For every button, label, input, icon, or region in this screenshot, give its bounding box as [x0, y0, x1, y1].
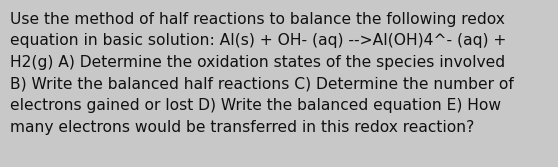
Text: Use the method of half reactions to balance the following redox
equation in basi: Use the method of half reactions to bala…: [10, 12, 514, 135]
